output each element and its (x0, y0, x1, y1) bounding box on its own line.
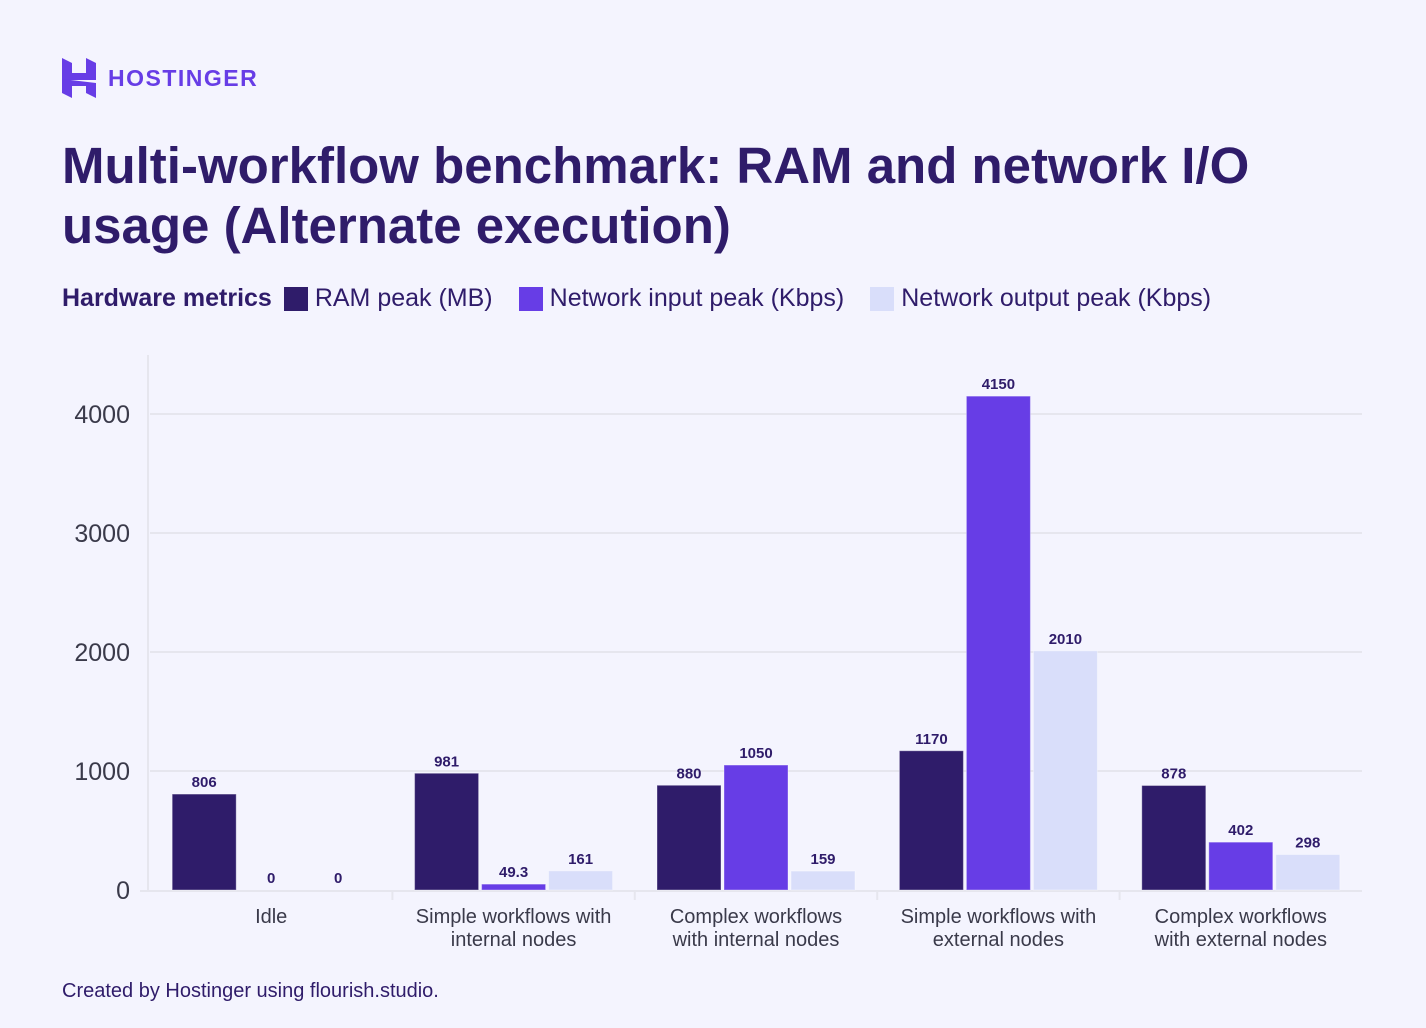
legend-item-network-input[interactable]: Network input peak (Kbps) (518, 284, 845, 313)
bar (171, 793, 237, 891)
bar (723, 764, 789, 891)
x-tick-label: internal nodes (451, 929, 577, 951)
bar (414, 772, 480, 891)
x-tick-label: Complex workflows (1155, 906, 1327, 928)
y-tick-label: 3000 (74, 520, 130, 548)
x-tick-label: Complex workflows (670, 906, 842, 928)
chart-title: Multi-workflow benchmark: RAM and networ… (62, 137, 1250, 254)
y-tick-label: 1000 (74, 758, 130, 786)
legend-title: Hardware metrics (62, 284, 272, 312)
bar (656, 784, 722, 891)
x-tick-label: with internal nodes (672, 929, 840, 951)
bar (898, 750, 964, 891)
legend-label: Network input peak (Kbps) (549, 284, 845, 312)
data-label: 806 (192, 774, 217, 791)
brand-name: HOSTINGER (108, 64, 259, 91)
data-label: 1050 (739, 745, 772, 762)
data-label: 159 (810, 851, 835, 868)
data-label: 2010 (1049, 631, 1082, 648)
x-tick-label: Simple workflows with (901, 906, 1097, 928)
bar (1141, 785, 1207, 891)
data-label: 298 (1295, 835, 1320, 852)
data-label: 4150 (982, 376, 1015, 393)
footer-credit: Created by Hostinger using flourish.stud… (62, 980, 439, 1002)
x-tick-label: Idle (255, 906, 287, 928)
legend-swatch (283, 286, 308, 311)
data-label: 0 (267, 870, 275, 887)
legend-swatch (870, 286, 895, 311)
x-tick-label: with external nodes (1154, 929, 1327, 951)
data-label: 161 (568, 851, 593, 868)
data-label: 49.3 (499, 864, 528, 881)
y-tick-label: 0 (116, 877, 130, 905)
legend-label: RAM peak (MB) (314, 284, 493, 312)
brand-logo: HOSTINGER (62, 58, 258, 98)
legend-label: Network output peak (Kbps) (901, 284, 1212, 312)
data-label: 878 (1161, 766, 1186, 783)
x-tick-label: Simple workflows with (416, 906, 612, 928)
data-label: 981 (434, 753, 459, 770)
legend-item-network-output[interactable]: Network output peak (Kbps) (870, 284, 1211, 313)
data-label: 0 (334, 870, 342, 887)
bar (965, 395, 1031, 891)
bar (1208, 841, 1274, 891)
legend-item-ram[interactable]: RAM peak (MB) (283, 284, 493, 313)
bar (481, 883, 547, 891)
data-label: 402 (1228, 822, 1253, 839)
hostinger-logo-icon (62, 58, 96, 98)
bar (790, 870, 856, 891)
bar (1275, 854, 1341, 891)
bar (548, 870, 614, 891)
bar (1032, 650, 1098, 891)
data-label: 1170 (915, 731, 948, 748)
legend-swatch (518, 286, 543, 311)
x-tick-label: external nodes (933, 929, 1064, 951)
y-tick-label: 2000 (74, 639, 130, 667)
y-tick-label: 4000 (74, 401, 130, 429)
legend: Hardware metrics RAM peak (MB) Network i… (62, 284, 1237, 313)
data-label: 880 (676, 765, 701, 782)
